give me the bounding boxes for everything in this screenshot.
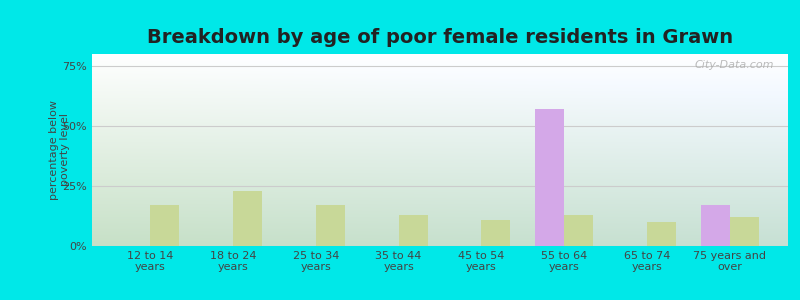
Bar — [316, 205, 345, 246]
Bar — [150, 205, 179, 246]
Bar — [398, 215, 427, 246]
Bar — [647, 222, 676, 246]
Bar — [233, 191, 262, 246]
Y-axis label: percentage below
poverty level: percentage below poverty level — [49, 100, 70, 200]
Bar — [730, 217, 759, 246]
Bar — [701, 205, 730, 246]
Bar — [564, 215, 594, 246]
Text: City-Data.com: City-Data.com — [694, 60, 774, 70]
Bar — [535, 109, 564, 246]
Bar — [482, 220, 510, 246]
Title: Breakdown by age of poor female residents in Grawn: Breakdown by age of poor female resident… — [147, 28, 733, 47]
